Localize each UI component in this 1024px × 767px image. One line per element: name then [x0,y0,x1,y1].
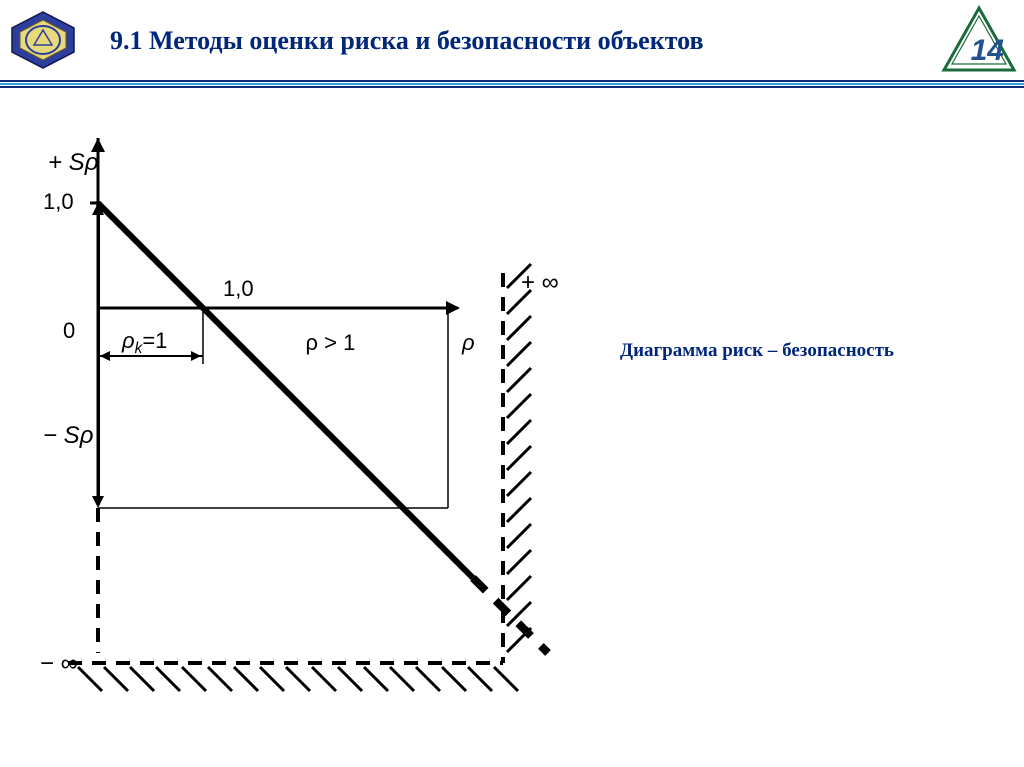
slide-header: 9.1 Методы оценки риска и безопасности о… [0,0,1024,84]
svg-text:+ Sρ: + Sρ [48,149,99,176]
diagram-caption: Диаграмма риск – безопасность [620,340,894,362]
svg-text:− Sρ: − Sρ [43,422,94,449]
slide-title: 9.1 Методы оценки риска и безопасности о… [110,26,704,56]
svg-text:ρ > 1: ρ > 1 [306,330,356,355]
university-logo [8,10,78,70]
svg-text:− ∞: − ∞ [40,650,78,677]
svg-text:ρk=1: ρk=1 [121,328,167,357]
svg-text:1,0: 1,0 [43,189,74,214]
svg-text:1,0: 1,0 [223,276,254,301]
svg-text:ρ: ρ [461,330,475,355]
svg-text:+ ∞: + ∞ [521,269,559,296]
page-number: 14 [971,34,1004,68]
header-rule [0,76,1024,94]
risk-safety-diagram: + Sρ 1,0 1,0 0 ρk=1 ρ > 1 ρ − Sρ + ∞ − ∞ [18,108,588,698]
svg-text:0: 0 [63,318,75,343]
